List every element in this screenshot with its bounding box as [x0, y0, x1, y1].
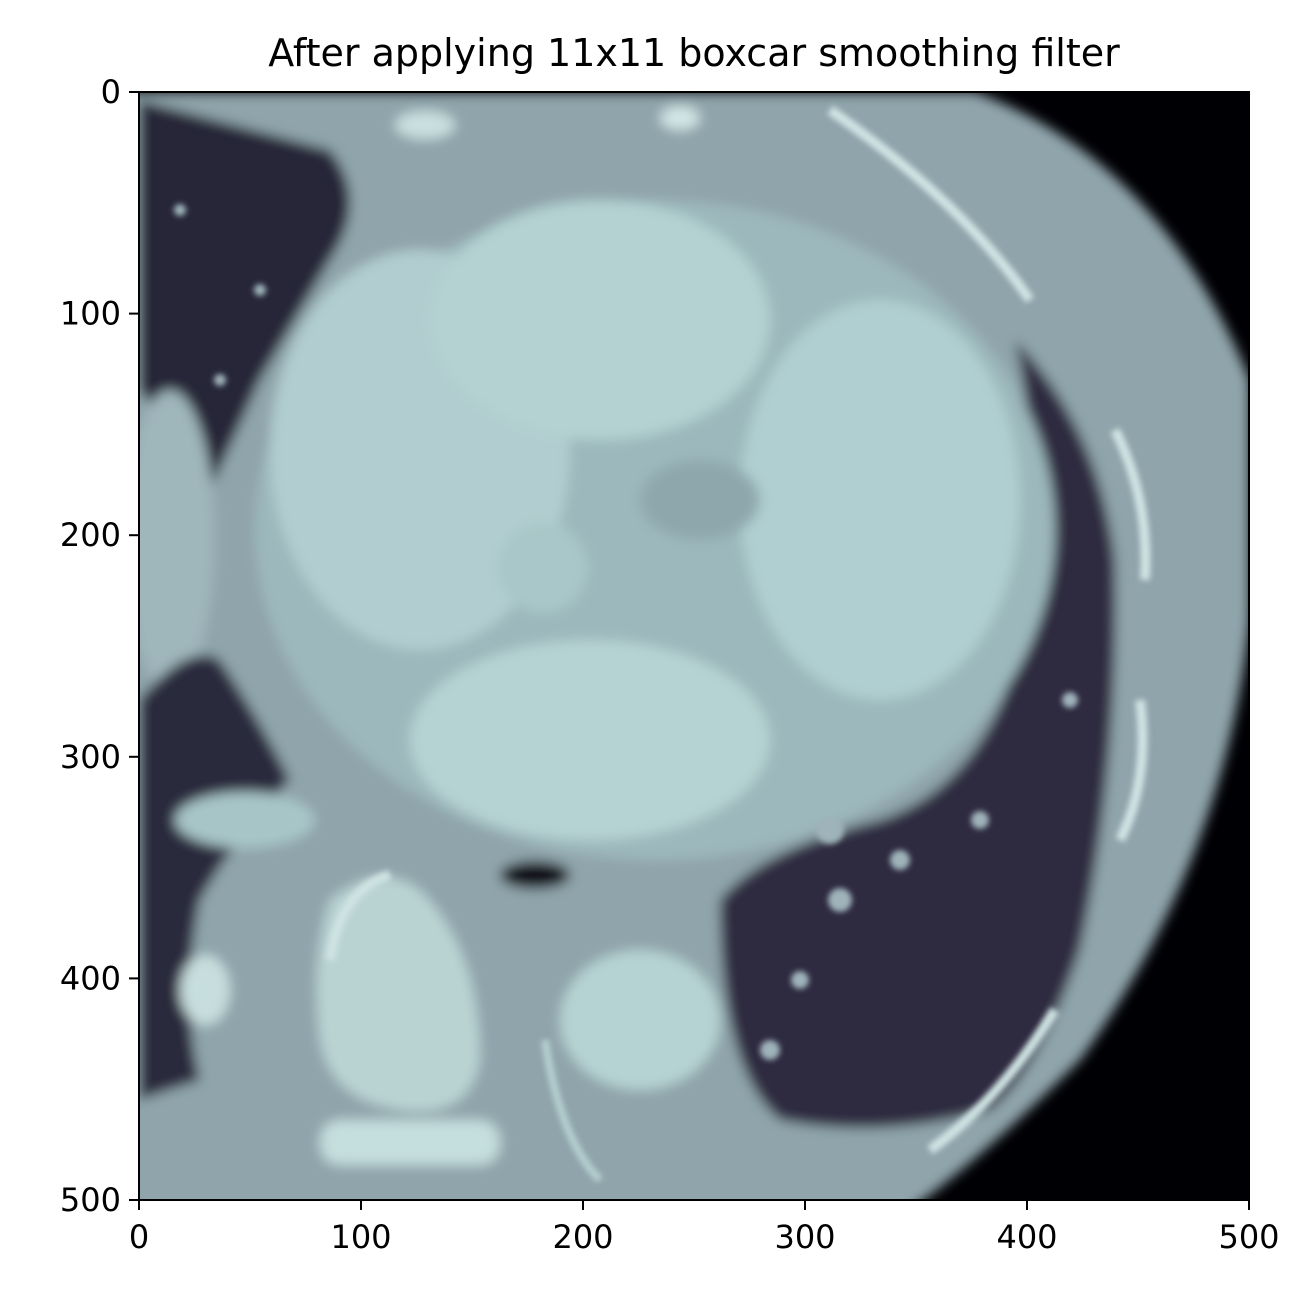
y-tick-label: 400 [60, 959, 121, 997]
x-tick-label: 500 [1218, 1218, 1279, 1256]
aorta-wall [541, 1039, 603, 1183]
rib-4 [927, 1007, 1060, 1155]
x-axis: 0 100 200 300 400 500 [129, 1200, 1280, 1256]
y-tick-label: 300 [60, 738, 121, 776]
y-axis: 0 100 200 300 400 500 [60, 73, 139, 1219]
aortic-root [498, 523, 588, 613]
y-tick-label: 500 [60, 1181, 121, 1219]
x-tick-label: 200 [552, 1218, 613, 1256]
heart-chamber-lower [410, 640, 770, 840]
left-lung [720, 340, 1116, 1128]
x-tick-label: 400 [996, 1218, 1057, 1256]
rib-1 [827, 105, 1035, 303]
ct-image [139, 92, 1249, 1200]
heart-chamber-left [740, 300, 1020, 700]
y-tick-label: 100 [60, 295, 121, 333]
y-tick-label: 200 [60, 516, 121, 554]
chart-title: After applying 11x11 boxcar smoothing fi… [268, 31, 1120, 75]
x-tick-label: 100 [330, 1218, 391, 1256]
plot-frame [138, 91, 1250, 1201]
sternum-spot [395, 111, 455, 139]
lower-right-lung [139, 655, 290, 1100]
rib-2 [1110, 427, 1151, 581]
right-rib-bone-lower [180, 955, 230, 1025]
right-rib-bone [175, 792, 315, 848]
x-tick-label: 300 [774, 1218, 835, 1256]
vertebral-cortex [325, 870, 392, 961]
septum [640, 460, 760, 540]
spinous-process [320, 1120, 500, 1165]
vertebra [316, 877, 480, 1112]
rib-3 [1115, 699, 1148, 843]
x-tick-label: 0 [129, 1218, 149, 1256]
liver-region [139, 390, 215, 690]
heart-chamber-upper [430, 200, 770, 440]
y-tick-label: 0 [101, 73, 121, 111]
cartilage-spot [660, 106, 700, 130]
descending-aorta [560, 950, 720, 1090]
right-lung [139, 100, 350, 510]
esophageal-air [500, 861, 570, 889]
